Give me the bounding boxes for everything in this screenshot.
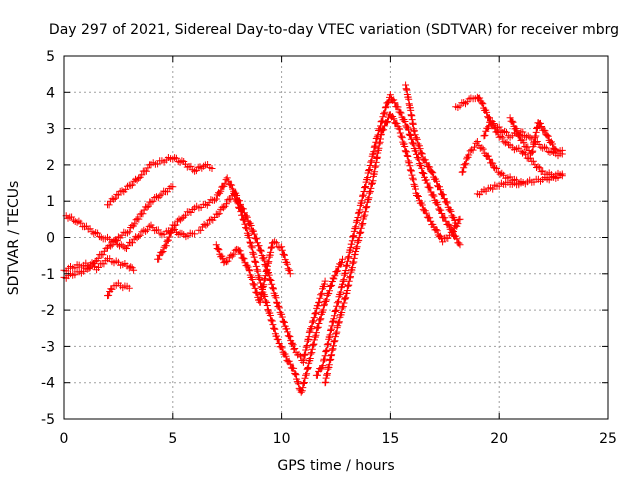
y-axis-label: SDTVAR / TECUs — [6, 181, 22, 296]
series-arc-6 — [154, 174, 329, 366]
axis-ticks: 0 5 10 15 20 25 -5 -4 -3 -2 -1 0 1 2 3 4 5 — [41, 49, 617, 447]
y-tick-label: -2 — [41, 303, 55, 319]
y-tick-label: -3 — [41, 339, 55, 355]
series-arc-4 — [104, 279, 133, 300]
chart-title: Day 297 of 2021, Sidereal Day-to-day VTE… — [49, 22, 619, 38]
series-arc-14 — [473, 178, 525, 199]
x-tick-label: 15 — [381, 431, 399, 447]
y-tick-label: -4 — [41, 376, 55, 392]
series-arc-11 — [402, 81, 460, 227]
x-tick-label: 10 — [273, 431, 291, 447]
x-tick-label: 0 — [60, 431, 69, 447]
y-tick-label: 2 — [46, 158, 55, 174]
y-tick-label: 4 — [46, 85, 55, 101]
x-tick-label: 5 — [168, 431, 177, 447]
y-tick-label: -5 — [41, 412, 55, 428]
y-tick-label: 0 — [46, 231, 55, 247]
x-tick-label: 25 — [599, 431, 617, 447]
x-axis-label: GPS time / hours — [277, 458, 394, 474]
series-arc-8 — [212, 238, 294, 306]
x-tick-label: 20 — [490, 431, 508, 447]
series-arc-7 — [195, 189, 346, 396]
series-arc-12 — [452, 93, 566, 181]
series-arc-16 — [506, 114, 566, 158]
series-arc-2 — [62, 212, 199, 252]
series-arc-5 — [104, 154, 216, 209]
series-arc-10 — [321, 111, 464, 387]
grid-lines — [64, 56, 608, 419]
y-tick-label: 3 — [46, 122, 55, 138]
y-tick-label: 1 — [46, 194, 55, 210]
y-tick-label: 5 — [46, 49, 55, 65]
data-points — [60, 81, 566, 396]
y-tick-label: -1 — [41, 267, 55, 283]
